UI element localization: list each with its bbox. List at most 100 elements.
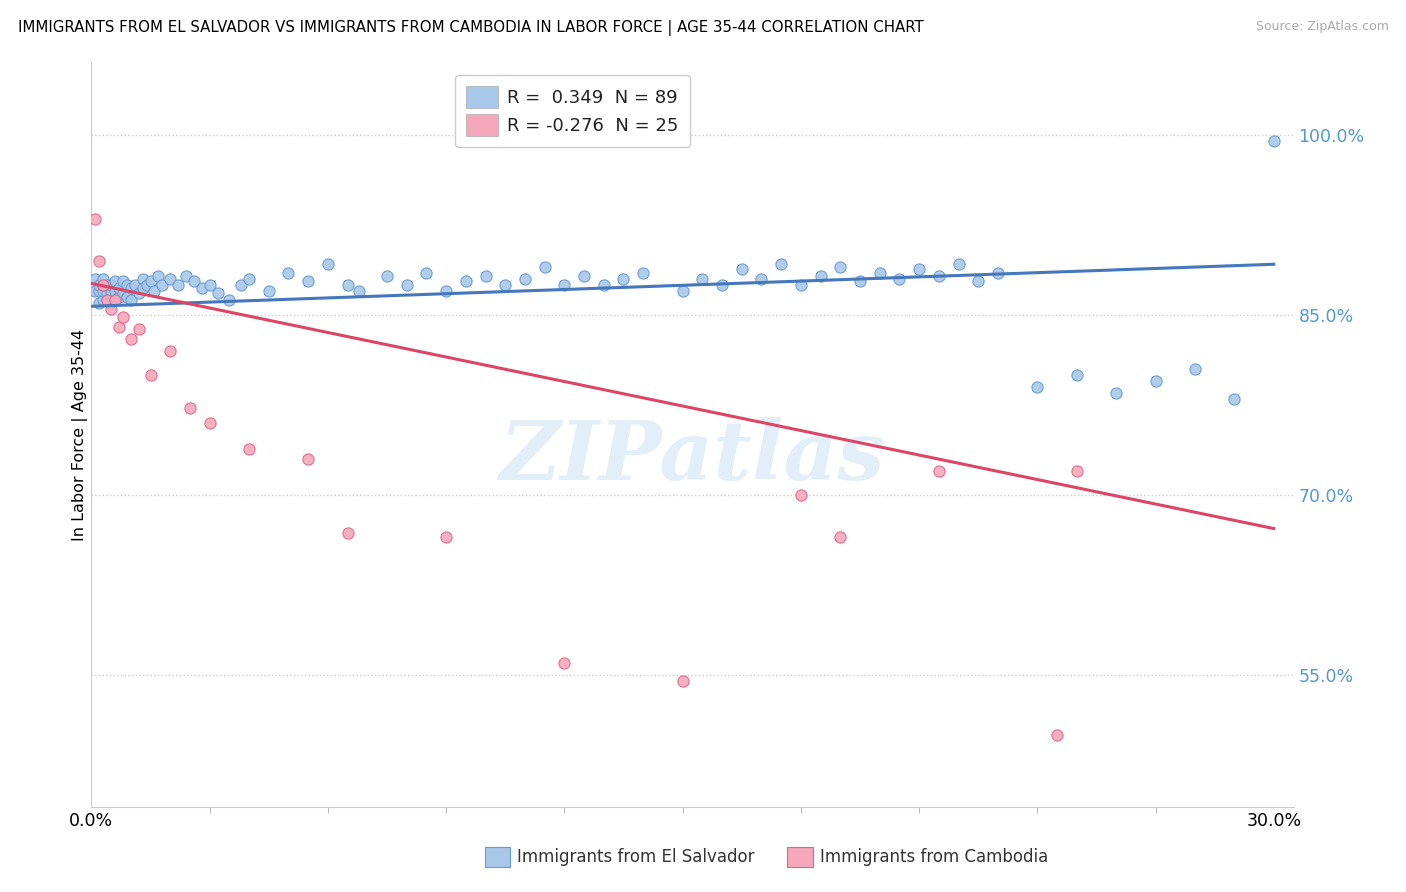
Point	[671, 674, 693, 689]
Point	[115, 277, 138, 292]
Point	[120, 332, 142, 346]
Point	[553, 656, 575, 670]
Point	[198, 416, 221, 430]
Point	[1105, 385, 1128, 400]
Point	[174, 269, 197, 284]
Point	[167, 277, 190, 292]
Point	[91, 284, 114, 298]
Point	[297, 451, 319, 466]
Point	[1046, 728, 1069, 742]
Point	[494, 277, 516, 292]
Point	[111, 286, 134, 301]
Point	[84, 271, 107, 285]
Point	[124, 277, 146, 292]
Point	[131, 271, 153, 285]
Point	[434, 530, 457, 544]
Point	[454, 274, 477, 288]
Point	[711, 277, 734, 292]
Point	[139, 274, 162, 288]
Point	[104, 293, 127, 308]
Point	[207, 286, 229, 301]
Point	[159, 343, 181, 358]
Point	[104, 293, 127, 308]
Point	[770, 257, 793, 271]
Point	[631, 266, 654, 280]
Point	[179, 401, 201, 416]
Point	[474, 269, 496, 284]
Point	[100, 295, 122, 310]
Point	[592, 277, 614, 292]
Point	[316, 257, 339, 271]
Point	[513, 271, 536, 285]
Point	[89, 295, 111, 310]
Legend: R =  0.349  N = 89, R = -0.276  N = 25: R = 0.349 N = 89, R = -0.276 N = 25	[456, 75, 689, 147]
Point	[987, 266, 1010, 280]
Point	[96, 286, 118, 301]
Point	[128, 322, 150, 336]
Point	[257, 284, 280, 298]
Point	[336, 277, 359, 292]
Text: ZIPatlas: ZIPatlas	[499, 417, 886, 497]
Point	[91, 271, 114, 285]
Point	[238, 442, 260, 457]
Point	[297, 274, 319, 288]
Point	[790, 488, 813, 502]
Point	[190, 281, 212, 295]
Point	[111, 310, 134, 325]
Text: Source: ZipAtlas.com: Source: ZipAtlas.com	[1256, 20, 1389, 33]
Point	[108, 290, 131, 304]
Point	[148, 269, 170, 284]
Point	[104, 284, 127, 298]
Point	[671, 284, 693, 298]
Point	[120, 293, 142, 308]
Point	[198, 277, 221, 292]
Point	[928, 464, 950, 478]
Point	[572, 269, 595, 284]
Point	[139, 368, 162, 382]
Point	[231, 277, 253, 292]
Point	[159, 271, 181, 285]
Point	[104, 274, 127, 288]
Point	[790, 277, 813, 292]
Point	[869, 266, 891, 280]
Point	[336, 526, 359, 541]
Point	[810, 269, 832, 284]
Text: Immigrants from Cambodia: Immigrants from Cambodia	[820, 848, 1047, 866]
Point	[91, 277, 114, 292]
Point	[434, 284, 457, 298]
Point	[150, 277, 173, 292]
Point	[1223, 392, 1246, 406]
Point	[612, 271, 634, 285]
Point	[89, 253, 111, 268]
Point	[908, 262, 931, 277]
Point	[108, 281, 131, 295]
Point	[1026, 380, 1049, 394]
Point	[84, 284, 107, 298]
Point	[1144, 374, 1167, 388]
Point	[731, 262, 754, 277]
Point	[349, 284, 371, 298]
Point	[100, 301, 122, 316]
Point	[111, 274, 134, 288]
Point	[928, 269, 950, 284]
Point	[751, 271, 773, 285]
Point	[415, 266, 437, 280]
Point	[91, 293, 114, 308]
Point	[120, 281, 142, 295]
Point	[183, 274, 205, 288]
Point	[967, 274, 990, 288]
Point	[830, 530, 852, 544]
Point	[218, 293, 240, 308]
Point	[238, 271, 260, 285]
Point	[115, 290, 138, 304]
Point	[395, 277, 418, 292]
Point	[96, 277, 118, 292]
Point	[1263, 134, 1285, 148]
Point	[533, 260, 555, 274]
Point	[84, 211, 107, 226]
Point	[849, 274, 872, 288]
Point	[277, 266, 299, 280]
Point	[1066, 464, 1088, 478]
Point	[108, 319, 131, 334]
Point	[948, 257, 970, 271]
